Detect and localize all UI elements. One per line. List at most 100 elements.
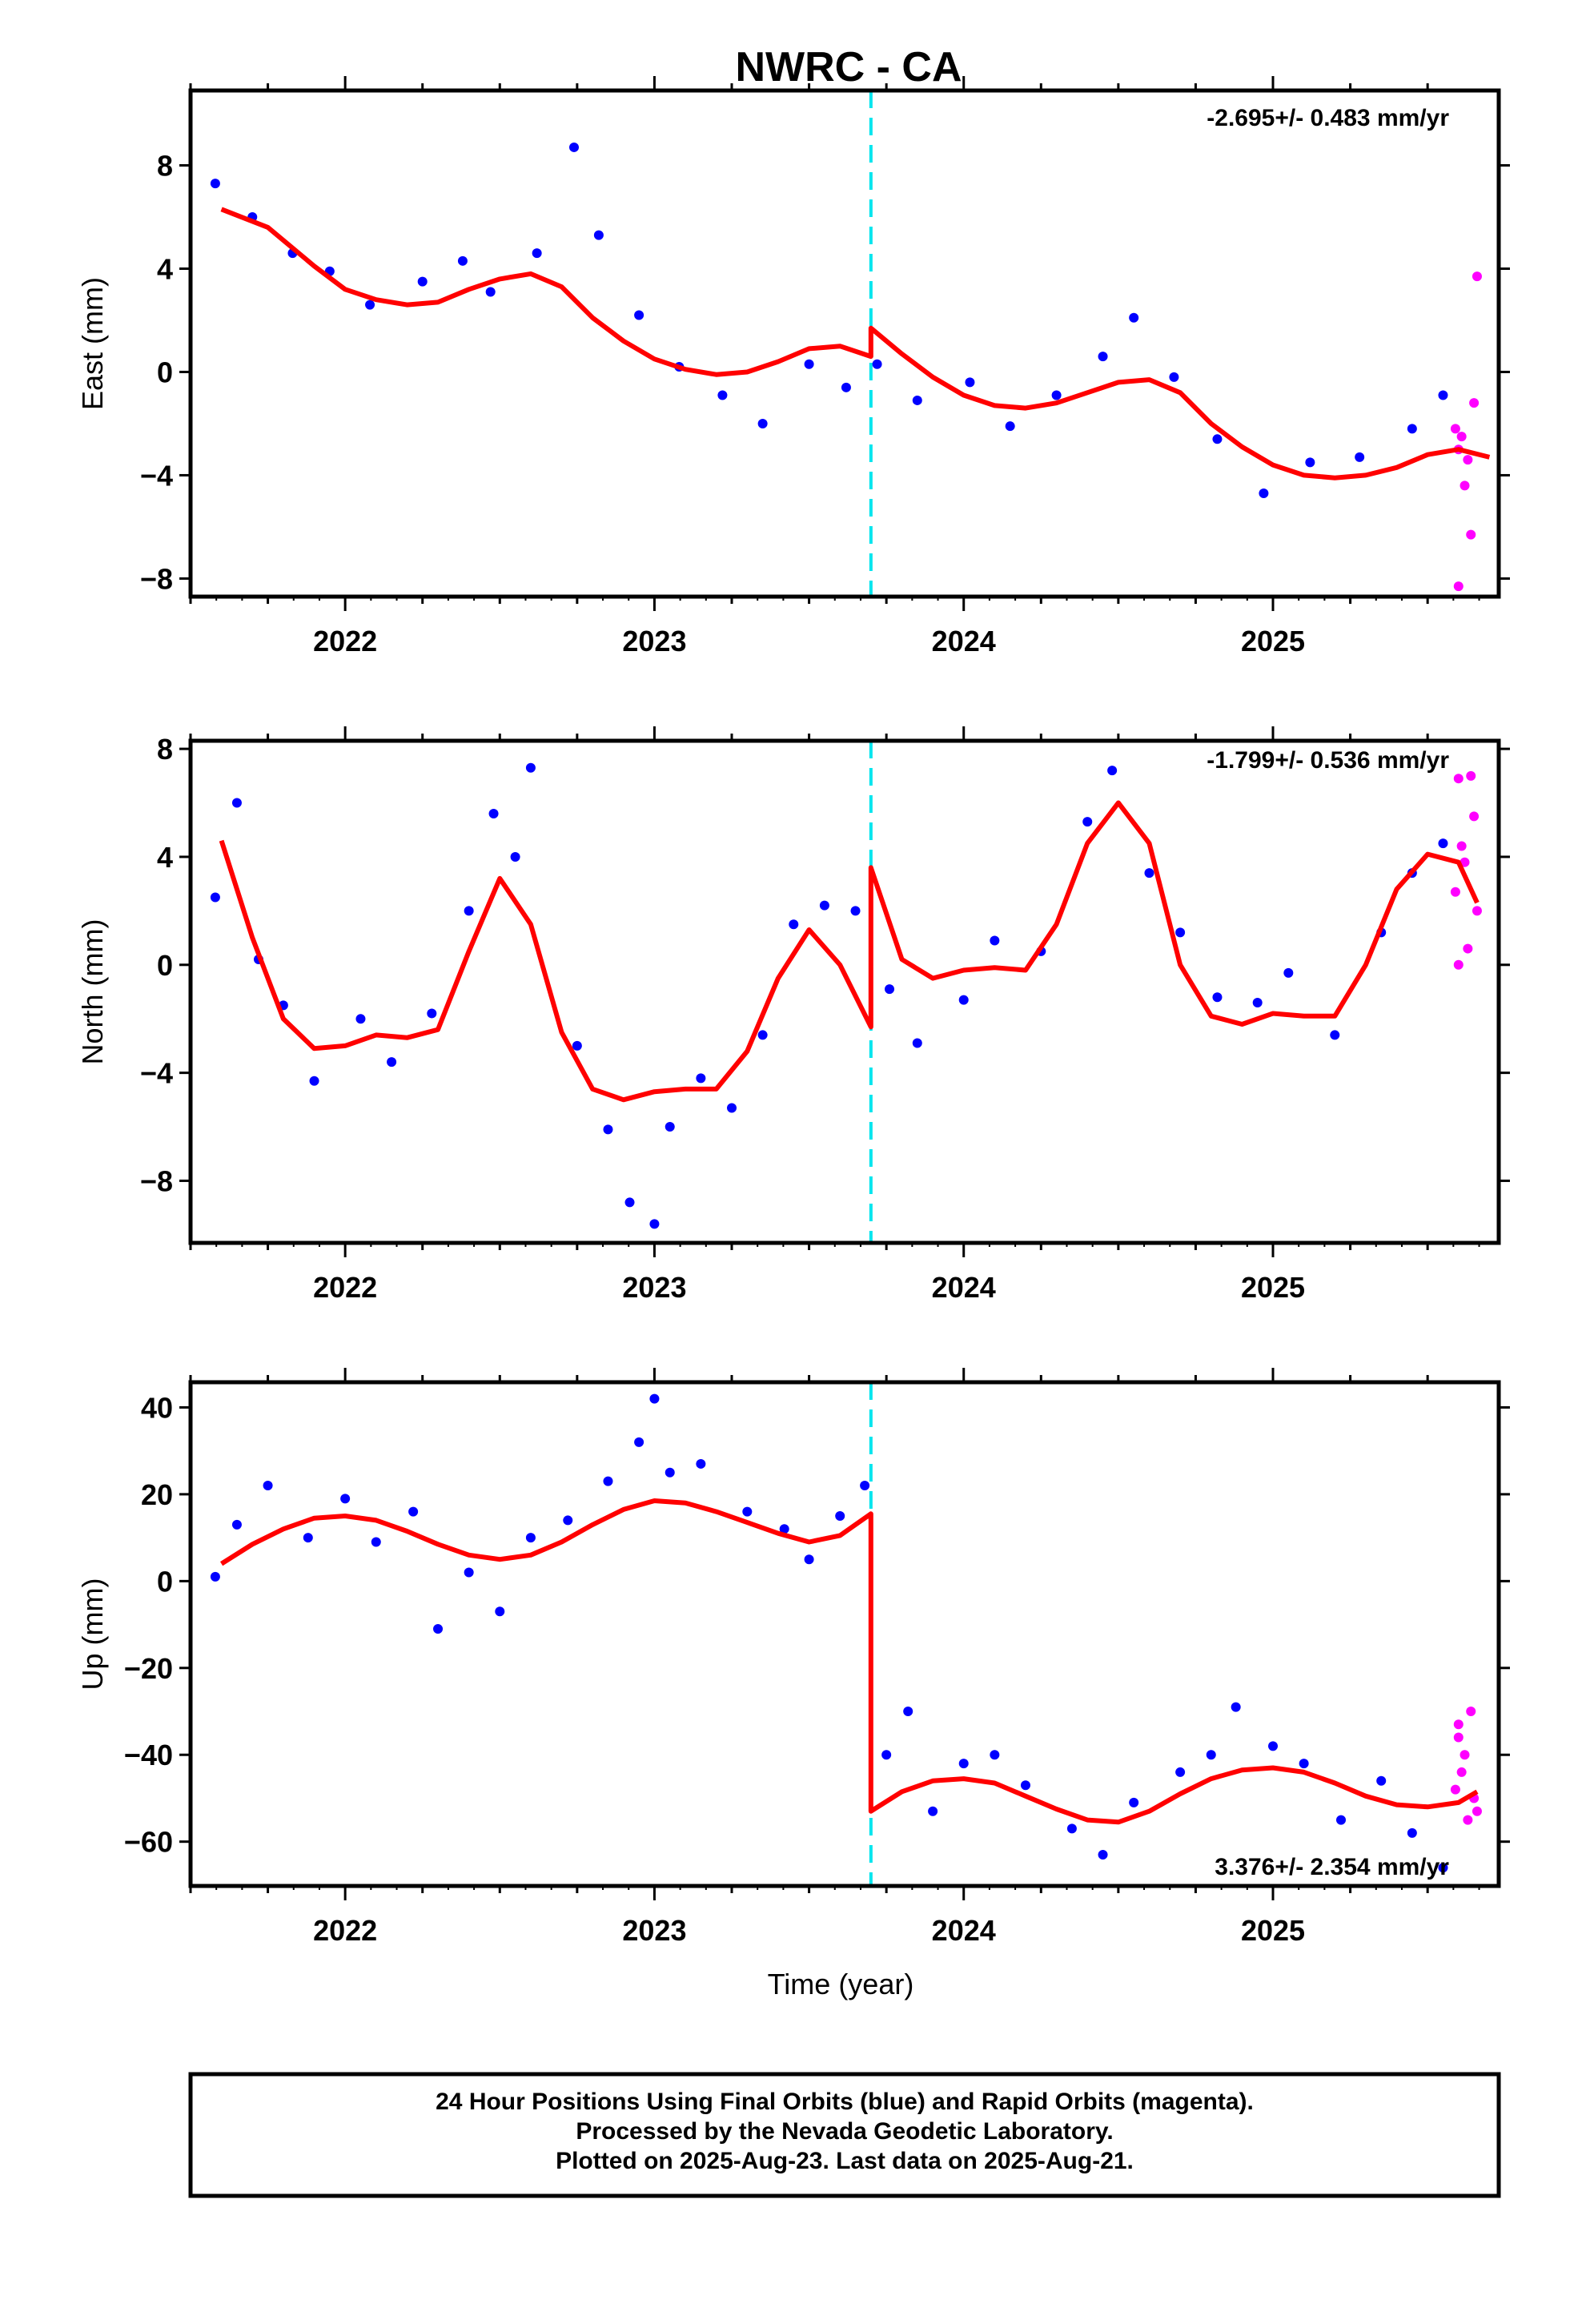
north-xtick-label: 2023 [622, 1271, 686, 1304]
up-final-point [371, 1537, 381, 1547]
chart-title: NWRC - CA [735, 44, 962, 90]
east-ytick-label: 4 [157, 252, 173, 285]
up-final-point [835, 1511, 845, 1522]
up-xtick-label: 2024 [932, 1914, 996, 1947]
footer-line-3: Plotted on 2025-Aug-23. Last data on 202… [556, 2148, 1134, 2174]
east-model-line [220, 207, 1491, 480]
north-panel: 8 4 0 −4 −8 2022 2023 2024 2025 North (mm) -1.799+… [76, 726, 1510, 1304]
up-final-point [1066, 1823, 1077, 1834]
up-final-point [742, 1506, 753, 1517]
east-final-point [532, 248, 542, 259]
north-rapid-point [1469, 811, 1480, 822]
up-final-point [779, 1524, 789, 1534]
east-ytick-label: −8 [140, 562, 173, 595]
east-xtick-label: 2023 [622, 625, 686, 657]
north-final-point [1144, 868, 1154, 879]
north-rapid-point [1453, 959, 1464, 970]
north-final-point [387, 1057, 397, 1068]
east-rapid-point [1453, 581, 1464, 592]
east-final-point [634, 310, 644, 320]
x-axis-label: Time (year) [768, 1968, 914, 2000]
east-rapid-point [1463, 455, 1473, 465]
up-ytick-label: 20 [141, 1478, 173, 1511]
east-final-point [1169, 372, 1179, 382]
up-final-point [958, 1759, 969, 1769]
east-final-point [457, 255, 468, 266]
east-final-point [1051, 390, 1062, 400]
up-ytick-label: −60 [124, 1826, 173, 1859]
east-xtick-label: 2024 [932, 625, 996, 657]
up-rapid-point [1453, 1719, 1464, 1730]
up-final-point [1098, 1849, 1108, 1860]
east-final-point [912, 395, 922, 405]
north-ytick-label: −8 [140, 1164, 173, 1197]
east-final-point [1259, 489, 1269, 499]
up-model-line [219, 1498, 1479, 1825]
up-final-point [495, 1606, 505, 1617]
up-ytick-label: 0 [157, 1565, 173, 1598]
east-final-point [717, 390, 728, 400]
east-xtick-label: 2025 [1241, 625, 1305, 657]
up-final-point [303, 1533, 313, 1543]
up-rapid-point [1463, 1815, 1473, 1825]
north-final-point [525, 762, 536, 773]
north-final-point [1212, 992, 1223, 1003]
up-rate-label: 3.376+/- 2.354 mm/yr [1215, 1854, 1449, 1880]
east-final-point [1212, 434, 1223, 444]
up-final-point [231, 1519, 242, 1530]
north-final-point [1438, 838, 1448, 849]
east-rapid-point [1456, 432, 1467, 442]
up-rapid-point [1466, 1707, 1476, 1717]
footer-line-1: 24 Hour Positions Using Final Orbits (bl… [436, 2089, 1254, 2115]
east-rapid-point [1472, 271, 1482, 282]
east-final-point [1355, 452, 1365, 462]
north-ytick-label: −4 [140, 1057, 173, 1090]
north-final-point [789, 919, 799, 930]
north-rapid-point [1453, 774, 1464, 784]
footer-box [188, 2072, 1501, 2198]
east-rapid-series [1450, 271, 1482, 592]
east-final-point [1305, 457, 1315, 468]
east-final-point [804, 359, 814, 369]
up-final-point [665, 1467, 675, 1478]
north-final-point [510, 851, 520, 862]
east-final-point [1005, 421, 1015, 432]
north-ytick-label: 0 [157, 949, 173, 982]
up-final-point [1175, 1767, 1186, 1777]
north-final-point [912, 1038, 922, 1048]
east-rapid-point [1460, 480, 1470, 491]
east-rapid-point [1469, 398, 1480, 408]
north-final-point [1330, 1030, 1340, 1040]
north-final-point [1107, 766, 1118, 776]
east-ytick-label: −4 [140, 459, 173, 492]
north-rapid-point [1472, 906, 1482, 916]
north-final-point [665, 1122, 675, 1132]
up-final-point [408, 1506, 419, 1517]
east-final-point [417, 276, 428, 287]
up-ytick-label: −20 [124, 1652, 173, 1685]
north-ytick-label: 4 [157, 841, 173, 874]
up-final-point [990, 1750, 1000, 1760]
up-rapid-point [1460, 1750, 1470, 1760]
up-final-point [881, 1750, 892, 1760]
east-ytick-label: 0 [157, 356, 173, 388]
up-final-point [1335, 1815, 1346, 1825]
north-rapid-series [1450, 770, 1482, 970]
up-final-point [928, 1806, 938, 1816]
up-final-point [210, 1571, 220, 1582]
up-rapid-point [1456, 1767, 1467, 1777]
north-rapid-point [1456, 841, 1467, 851]
up-ytick-label: −40 [124, 1739, 173, 1771]
up-panel: 40 20 0 −20 −40 −60 2022 2023 2024 2025 Up (mm) 3.3… [76, 1368, 1510, 1947]
up-final-point [1407, 1827, 1417, 1838]
up-frame [188, 1380, 1501, 1888]
up-final-point [1268, 1741, 1279, 1751]
north-rapid-point [1466, 770, 1476, 781]
east-frame [188, 88, 1501, 599]
up-final-point [1376, 1775, 1387, 1786]
up-rapid-series [1450, 1707, 1482, 1825]
north-final-point [885, 984, 895, 995]
north-model-line [219, 800, 1480, 1103]
north-final-point [990, 935, 1000, 946]
